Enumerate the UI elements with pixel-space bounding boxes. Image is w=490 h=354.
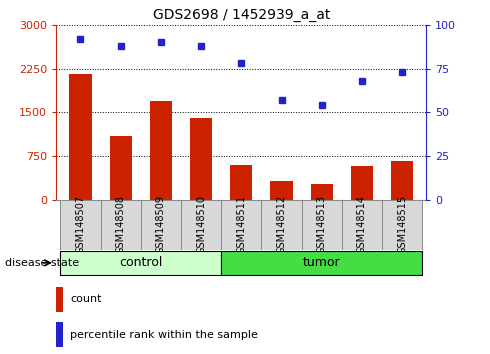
Text: control: control [119, 256, 163, 269]
Title: GDS2698 / 1452939_a_at: GDS2698 / 1452939_a_at [153, 8, 330, 22]
Bar [262, 200, 302, 250]
Bar [56, 322, 63, 347]
Text: tumor: tumor [303, 256, 341, 269]
Text: GSM148508: GSM148508 [116, 195, 126, 254]
Bar [351, 166, 373, 200]
Bar [56, 287, 63, 312]
Bar [190, 118, 212, 200]
Bar [230, 165, 252, 200]
Bar [270, 181, 293, 200]
Bar [391, 161, 413, 200]
Text: count: count [71, 295, 102, 304]
Text: GSM148511: GSM148511 [236, 195, 246, 254]
Bar [60, 200, 100, 250]
Bar [342, 200, 382, 250]
Text: GSM148509: GSM148509 [156, 195, 166, 254]
Bar [181, 200, 221, 250]
Bar [302, 200, 342, 250]
Bar [141, 200, 181, 250]
Bar [70, 74, 92, 200]
Bar [221, 200, 262, 250]
Bar [221, 251, 422, 275]
Text: percentile rank within the sample: percentile rank within the sample [71, 330, 258, 340]
Text: GSM148510: GSM148510 [196, 195, 206, 254]
Text: disease state: disease state [5, 258, 79, 268]
Text: GSM148513: GSM148513 [317, 195, 327, 254]
Bar [110, 136, 132, 200]
Bar [150, 101, 172, 200]
Text: GSM148515: GSM148515 [397, 195, 407, 255]
Bar [60, 251, 221, 275]
Text: GSM148514: GSM148514 [357, 195, 367, 254]
Text: GSM148507: GSM148507 [75, 195, 85, 255]
Bar [311, 184, 333, 200]
Bar [382, 200, 422, 250]
Bar [100, 200, 141, 250]
Text: GSM148512: GSM148512 [276, 195, 287, 255]
